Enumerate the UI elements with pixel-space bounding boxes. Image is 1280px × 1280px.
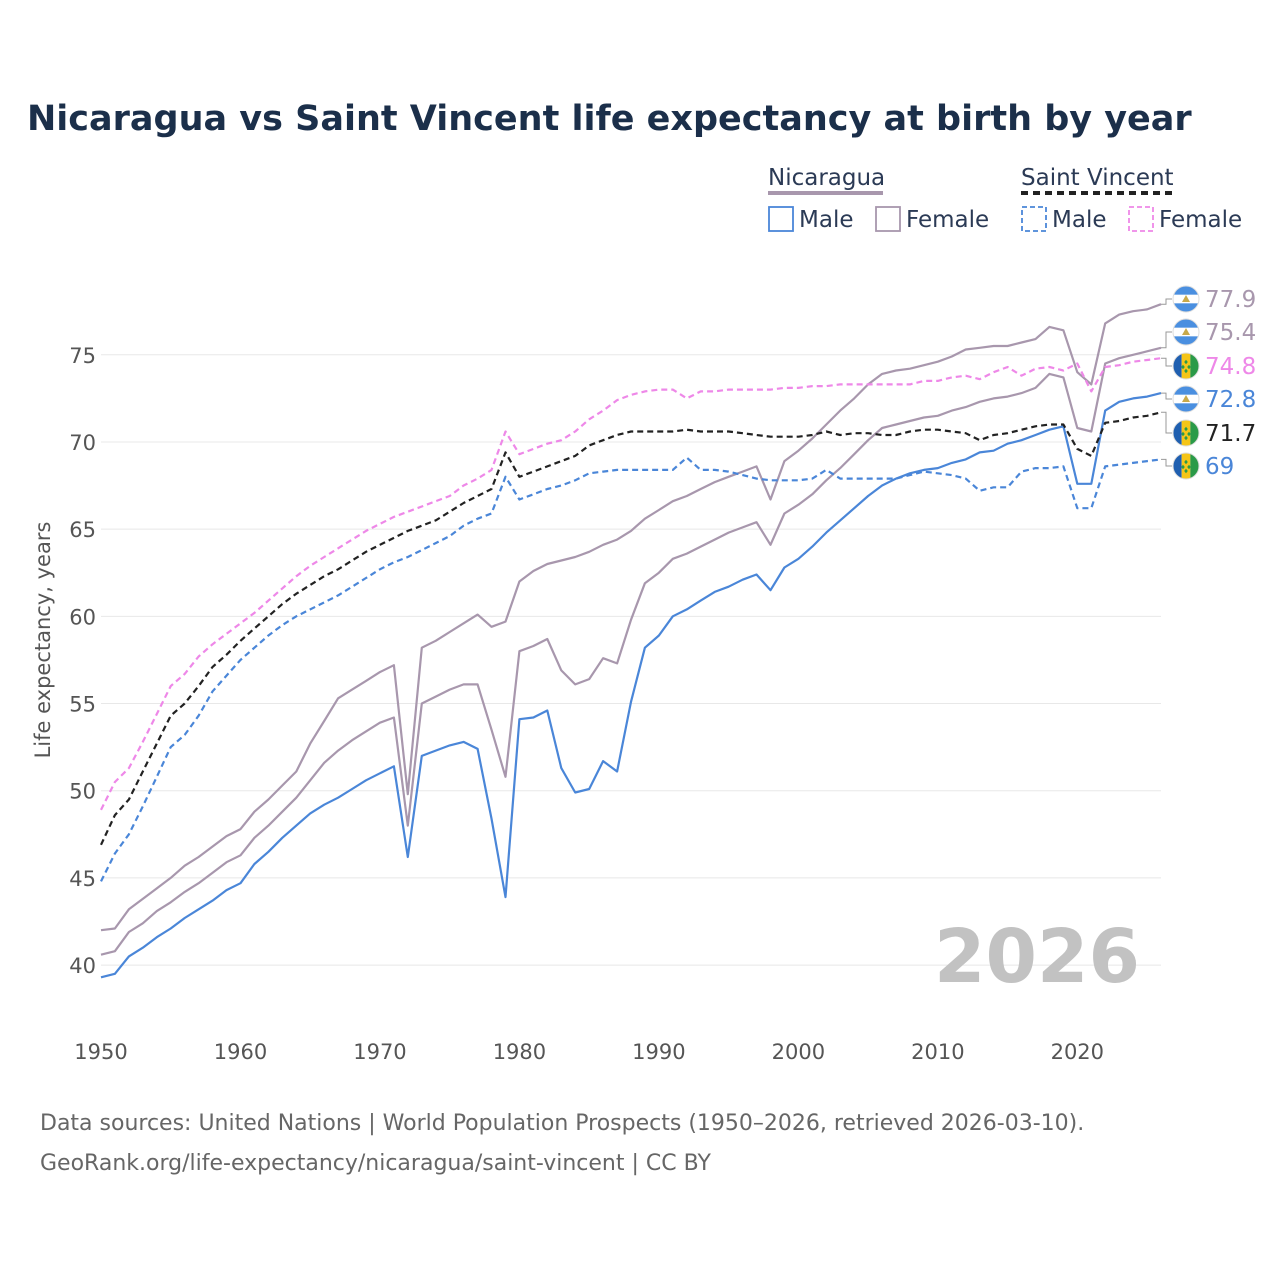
legend-nicaragua-male: Male — [799, 207, 853, 233]
y-tick-label: 70 — [69, 431, 96, 455]
end-connector — [1161, 458, 1172, 467]
end-connector — [1161, 331, 1172, 349]
legend-nicaragua-female: Female — [906, 207, 989, 233]
saint-vincent-flag-icon — [1172, 419, 1200, 447]
y-tick-label: 50 — [69, 780, 96, 804]
end-connector — [1161, 411, 1172, 434]
legend-saint-vincent-male-swatch — [1021, 206, 1047, 232]
legend-nicaragua-label: Nicaragua — [768, 165, 885, 191]
series-line-saint-vincent-female — [100, 357, 1162, 811]
end-labels: 77.9 75.4 74.8 72.8 71.7 69 — [1161, 285, 1256, 480]
year-watermark: 2026 — [934, 914, 1140, 1000]
y-tick-label: 40 — [69, 954, 96, 978]
x-tick-label: 1980 — [493, 1040, 546, 1064]
legend-nicaragua-female-swatch — [875, 206, 901, 232]
saint-vincent-flag-icon — [1172, 452, 1200, 480]
series-line-nicaragua-male — [100, 392, 1162, 979]
y-tick-label: 75 — [69, 344, 96, 368]
end-value-label: 77.9 — [1205, 287, 1256, 313]
series-line-nicaragua-female — [100, 303, 1162, 932]
end-value-label: 75.4 — [1205, 320, 1256, 346]
legend-saint-vincent-male: Male — [1052, 207, 1106, 233]
end-value-label: 74.8 — [1205, 354, 1256, 380]
end-connector — [1161, 298, 1172, 305]
nicaragua-flag-icon — [1172, 318, 1200, 346]
end-value-label: 69 — [1205, 454, 1234, 480]
end-value-label: 71.7 — [1205, 421, 1256, 447]
series-line-saint-vincent-both — [100, 411, 1162, 846]
saint-vincent-flag-icon — [1172, 352, 1200, 380]
x-tick-label: 1960 — [214, 1040, 267, 1064]
legend-nicaragua-male-swatch — [768, 206, 794, 232]
x-tick-label: 1990 — [632, 1040, 685, 1064]
y-tick-label: 65 — [69, 518, 96, 542]
y-axis-ticks: 40 45 50 55 60 65 70 75 — [69, 344, 96, 978]
series-line-saint-vincent-male — [100, 456, 1162, 882]
chart-title: Nicaragua vs Saint Vincent life expectan… — [27, 99, 1192, 139]
legend-saint-vincent-label: Saint Vincent — [1021, 165, 1174, 191]
series-lines — [100, 303, 1162, 979]
y-tick-label: 55 — [69, 693, 96, 717]
end-value-label: 72.8 — [1205, 387, 1256, 413]
nicaragua-flag-icon — [1172, 285, 1200, 313]
x-axis-ticks: 1950 1960 1970 1980 1990 2000 2010 2020 — [74, 1040, 1104, 1064]
x-tick-label: 1970 — [353, 1040, 406, 1064]
y-tick-label: 45 — [69, 867, 96, 891]
legend-saint-vincent-female: Female — [1159, 207, 1242, 233]
end-connector — [1161, 392, 1172, 400]
y-tick-label: 60 — [69, 605, 96, 629]
source-line-2: GeoRank.org/life-expectancy/nicaragua/sa… — [40, 1151, 711, 1176]
x-tick-label: 2020 — [1051, 1040, 1104, 1064]
nicaragua-flag-icon — [1172, 385, 1200, 413]
x-tick-label: 2010 — [911, 1040, 964, 1064]
series-line-nicaragua-both — [100, 346, 1162, 956]
y-axis-title: Life expectancy, years — [31, 522, 55, 759]
x-tick-label: 2000 — [772, 1040, 825, 1064]
end-connector — [1161, 357, 1172, 367]
legend-saint-vincent-female-swatch — [1128, 206, 1154, 232]
source-line-1: Data sources: United Nations | World Pop… — [40, 1111, 1084, 1136]
x-tick-label: 1950 — [74, 1040, 127, 1064]
legend: Nicaragua Saint Vincent Male Female Male… — [768, 165, 1242, 233]
